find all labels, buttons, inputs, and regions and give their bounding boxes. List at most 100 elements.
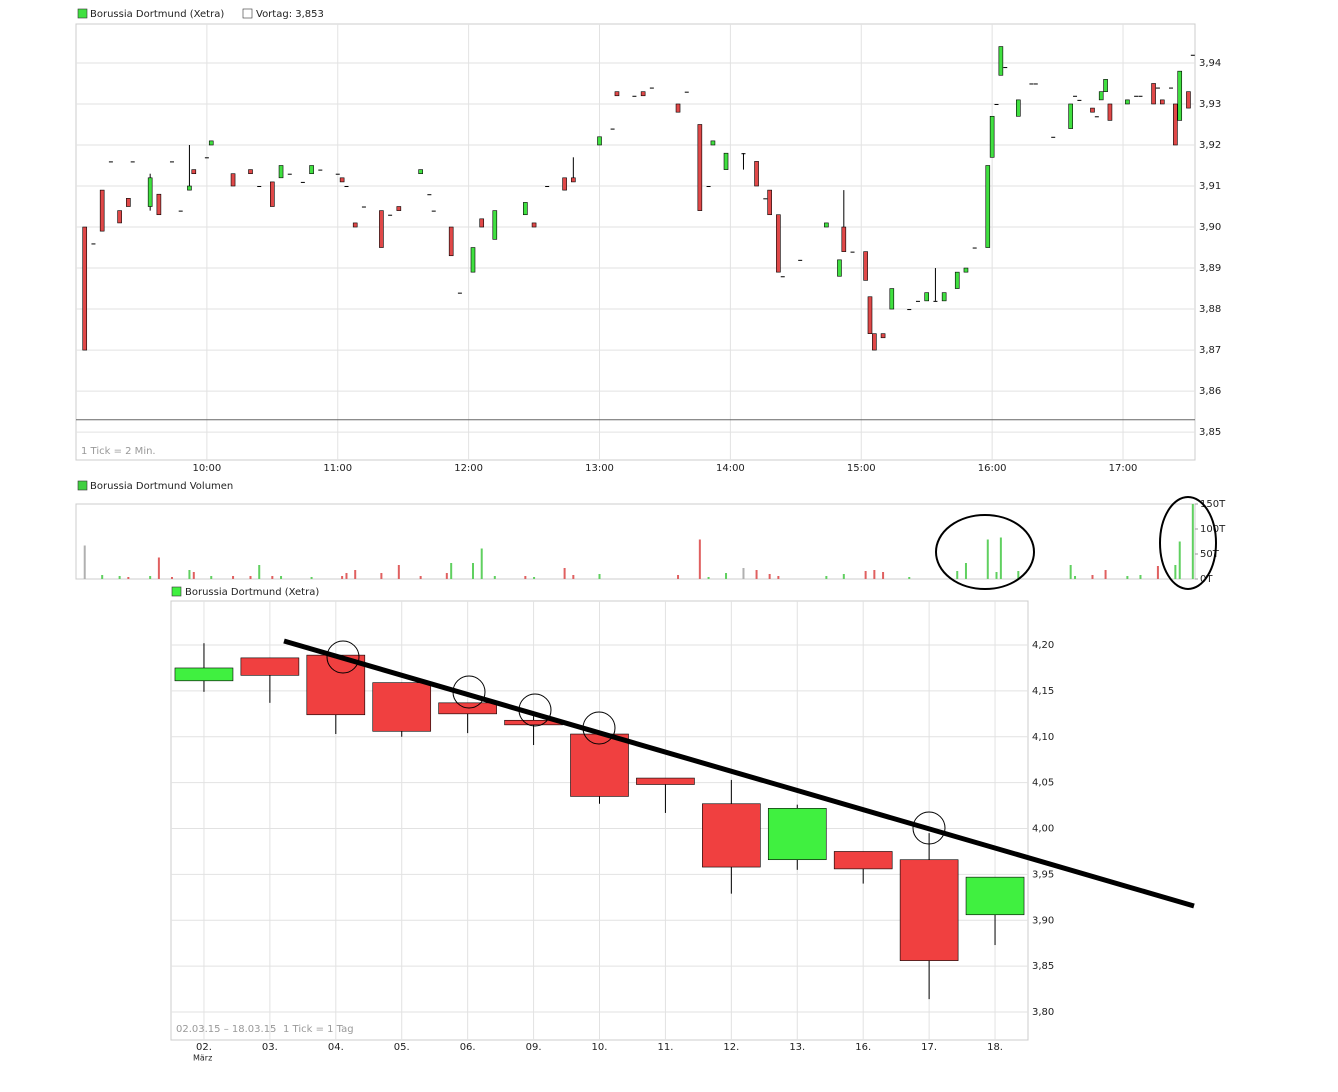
candle-body xyxy=(1077,99,1082,101)
candle-body xyxy=(1068,103,1073,129)
volume-bar xyxy=(380,573,383,579)
volume-bar xyxy=(127,577,130,579)
candle-body xyxy=(531,222,537,228)
candle-body xyxy=(117,210,122,224)
candle-body xyxy=(963,267,969,273)
candle-body xyxy=(972,247,977,249)
candle-body xyxy=(1090,107,1095,113)
candle-body xyxy=(1159,99,1165,105)
candle-body xyxy=(379,210,384,248)
x-tick-label: 16. xyxy=(855,1042,871,1053)
candle-body xyxy=(174,667,234,682)
candle-body xyxy=(1125,99,1130,105)
volume-bar xyxy=(354,570,357,579)
volume-bar xyxy=(1091,575,1094,579)
candle-body xyxy=(178,210,183,212)
volume-bar xyxy=(964,563,967,579)
volume-bar xyxy=(480,548,483,579)
candle-body xyxy=(776,214,781,273)
candle-body xyxy=(954,271,960,289)
y-tick-label: 3,85 xyxy=(1199,427,1221,438)
volume-bar xyxy=(598,574,601,579)
candle-body xyxy=(278,165,284,179)
candle-body xyxy=(570,733,629,797)
volume-bar xyxy=(471,563,474,579)
y-tick-label: 3,91 xyxy=(1199,181,1221,192)
candle-body xyxy=(1094,116,1099,118)
volume-bar xyxy=(825,576,828,579)
touch-circle xyxy=(582,711,616,745)
volume-bar xyxy=(157,557,160,579)
candle-body xyxy=(339,177,345,183)
candle-body xyxy=(372,682,432,732)
volume-bar xyxy=(563,568,566,579)
candle-body xyxy=(863,251,868,281)
candle-body xyxy=(523,202,528,216)
volume-bar xyxy=(956,571,959,579)
candle-body xyxy=(684,91,689,93)
candle-body xyxy=(780,276,785,278)
candle-body xyxy=(798,259,803,261)
legend-swatch xyxy=(77,8,88,19)
candle-body xyxy=(1138,95,1143,97)
candle-body xyxy=(924,292,930,302)
candle-body xyxy=(965,876,1025,916)
candle-body xyxy=(130,161,135,163)
legend-swatch xyxy=(77,480,88,491)
candle-body xyxy=(841,226,847,252)
candle-body xyxy=(344,186,349,188)
volume-bar xyxy=(725,573,728,579)
y-tick-label: 4,00 xyxy=(1032,824,1054,835)
y-tick-label: 50T xyxy=(1200,549,1220,560)
chart-note: 1 Tick = 2 Min. xyxy=(81,446,156,457)
candle-body xyxy=(1051,136,1056,138)
candle-body xyxy=(1177,70,1183,121)
volume-bar xyxy=(170,577,173,579)
volume-bar xyxy=(707,577,710,579)
candle-body xyxy=(91,243,96,245)
y-tick-label: 4,05 xyxy=(1032,778,1054,789)
volume-bar xyxy=(258,565,261,579)
y-tick-label: 3,87 xyxy=(1199,345,1221,356)
candle-body xyxy=(187,185,192,191)
candle-body xyxy=(191,169,197,175)
x-tick-label: 13. xyxy=(789,1042,805,1053)
x-tick-label: 04. xyxy=(328,1042,344,1053)
touch-circle xyxy=(912,811,946,845)
y-tick-label: 4,10 xyxy=(1032,732,1054,743)
volume-bar xyxy=(908,577,911,579)
candle-body xyxy=(240,657,300,676)
x-tick-label: 15:00 xyxy=(847,463,876,474)
candle-body xyxy=(147,177,153,207)
volume-bar xyxy=(677,575,680,579)
candle-body xyxy=(706,186,711,188)
candle-body xyxy=(318,169,323,171)
intraday-chart: Borussia Dortmund (Xetra) Vortag: 3,853 3,… xyxy=(70,6,1249,474)
candle-body xyxy=(335,173,340,175)
highlight-ellipse xyxy=(1159,496,1217,590)
candle-body xyxy=(889,288,895,310)
touch-circle xyxy=(518,693,552,727)
volume-bar xyxy=(572,575,575,579)
y-tick-label: 3,94 xyxy=(1199,58,1221,69)
candle-body xyxy=(610,128,615,130)
candle-body xyxy=(880,333,886,339)
y-tick-label: 3,95 xyxy=(1032,869,1054,880)
candle-body xyxy=(388,214,393,216)
candle-body xyxy=(1169,87,1174,89)
legend-label: Borussia Dortmund Volumen xyxy=(90,481,233,492)
candle-body xyxy=(1033,83,1038,85)
volume-bar xyxy=(1069,565,1072,579)
volume-bar xyxy=(341,576,344,579)
y-tick-label: 3,90 xyxy=(1199,222,1221,233)
candle-body xyxy=(850,251,855,253)
candle-body xyxy=(571,177,576,183)
candle-body xyxy=(1103,79,1108,92)
candle-body xyxy=(872,333,877,351)
x-tick-label: 17:00 xyxy=(1109,463,1138,474)
x-tick-label: 14:00 xyxy=(716,463,745,474)
volume-bar xyxy=(768,574,771,579)
volume-bar xyxy=(445,573,448,579)
trend-line xyxy=(283,638,1195,909)
